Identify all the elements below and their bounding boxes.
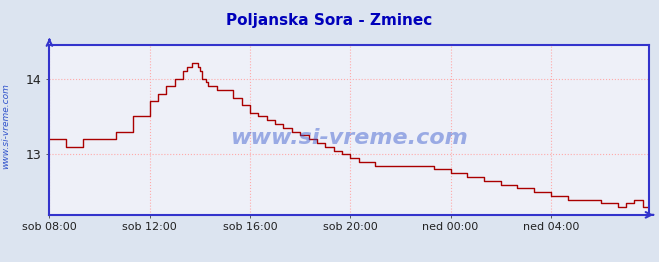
Text: Poljanska Sora - Zminec: Poljanska Sora - Zminec (227, 13, 432, 28)
Text: www.si-vreme.com: www.si-vreme.com (231, 128, 468, 148)
Text: www.si-vreme.com: www.si-vreme.com (1, 83, 10, 169)
